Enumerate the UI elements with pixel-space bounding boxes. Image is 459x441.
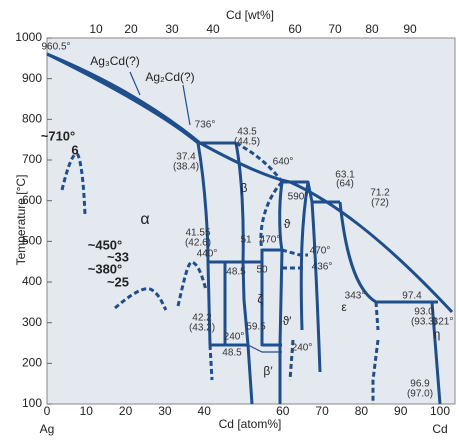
annotation: 240°: [292, 343, 313, 354]
y-tick-label: 1000: [15, 30, 42, 44]
annotation: 93.0: [414, 307, 434, 318]
x-bottom-tick-label: 0: [44, 404, 51, 418]
annotation: 960.5°: [41, 42, 70, 53]
annotation: 640°: [273, 157, 294, 168]
annotation: 48.5: [222, 348, 242, 359]
annotation: 51: [240, 235, 252, 246]
x-bottom-label: Cd [atom%]: [219, 417, 282, 431]
annotation: ϑ′: [283, 314, 293, 328]
y-tick-label: 800: [22, 112, 42, 126]
x-top-tick-label: 80: [365, 22, 379, 36]
phase-boundaries: [46, 52, 454, 405]
annotation: 41.55: [185, 228, 210, 239]
annotation: ε: [341, 300, 347, 314]
x-bottom-tick-label: 90: [394, 404, 408, 418]
annotation: 63.1: [335, 170, 355, 181]
annotation: ζ: [257, 292, 263, 306]
annotation: ~33: [107, 249, 129, 264]
annotation: (97.0): [407, 389, 433, 400]
annotation: 97.4: [402, 291, 422, 302]
plot-area: [46, 37, 456, 405]
y-tick-label: 200: [22, 356, 42, 370]
x-bottom-tick-label: 20: [119, 404, 133, 418]
annotation: (44.5): [234, 137, 260, 148]
x-bottom-tick-label: 70: [315, 404, 329, 418]
annotation: 71.2: [370, 188, 390, 199]
y-axis-label: Temperature [°C]: [14, 175, 28, 266]
annotation: ~25: [107, 274, 129, 289]
annotation: (38.4): [173, 162, 199, 173]
annotation: 37.4: [176, 152, 196, 163]
annotation: (72): [371, 198, 389, 209]
x-bottom-tick-label: 40: [198, 404, 212, 418]
x-top-tick-label: 60: [288, 22, 302, 36]
annotation: ~450°: [88, 237, 122, 252]
x-top-tick-label: 70: [328, 22, 342, 36]
left-element: Ag: [40, 422, 55, 436]
annotation: Ag₂Cd(?): [145, 70, 194, 84]
annotation: ϑ: [284, 217, 291, 231]
x-top-tick-label: 40: [206, 22, 220, 36]
annotation: 470°: [260, 235, 281, 246]
x-bottom-tick-label: 30: [158, 404, 172, 418]
x-top-tick-label: 20: [124, 22, 138, 36]
annotation: 59.5: [246, 322, 266, 333]
y-tick-label: 900: [22, 71, 42, 85]
annotation: Ag₃Cd(?): [90, 54, 140, 68]
x-bottom-tick-label: 10: [80, 404, 94, 418]
right-element: Cd: [432, 422, 447, 436]
x-top-tick-label: 30: [165, 22, 179, 36]
annotation: 436°: [312, 262, 333, 273]
annotation: 343°: [345, 291, 366, 302]
annotation: (64): [336, 179, 354, 190]
annotation: ~710°: [41, 128, 75, 143]
x-top-label: Cd [wt%]: [226, 8, 274, 22]
annotation: (93.3): [411, 317, 437, 328]
annotation: 590°: [288, 192, 309, 203]
annotation: α: [140, 211, 149, 228]
annotation: (43.2): [189, 323, 215, 334]
annotation: 470°: [310, 246, 331, 257]
y-tick-label: 700: [22, 152, 42, 166]
annotation: 440°: [197, 249, 218, 260]
y-tick-label: 500: [22, 234, 42, 248]
x-bottom-tick-label: 60: [276, 404, 290, 418]
annotation: η: [434, 327, 441, 341]
annotation: 43.5: [237, 127, 257, 138]
x-bottom-tick-label: 80: [355, 404, 369, 418]
annotation: ~380°: [88, 261, 122, 276]
y-tick-label: 400: [22, 274, 42, 288]
annotation: 321°: [433, 317, 454, 328]
annotation: 42.2: [192, 313, 212, 324]
annotation: β: [241, 181, 248, 195]
y-tick-label: 300: [22, 315, 42, 329]
y-tick-label: 600: [22, 193, 42, 207]
annotation: 50: [256, 265, 268, 276]
annotation: 96.9: [410, 379, 430, 390]
annotation: 240°: [224, 332, 245, 343]
y-tick-label: 100: [22, 396, 42, 410]
x-top-tick-label: 10: [89, 22, 103, 36]
annotation: (42.6): [185, 238, 211, 249]
annotation: 6: [71, 142, 78, 157]
x-bottom-tick-label: 100: [430, 404, 450, 418]
annotation: 736°: [195, 120, 216, 131]
annotation: 48.5: [226, 267, 246, 278]
annotation: β′: [263, 364, 273, 378]
x-top-tick-label: 90: [403, 22, 417, 36]
